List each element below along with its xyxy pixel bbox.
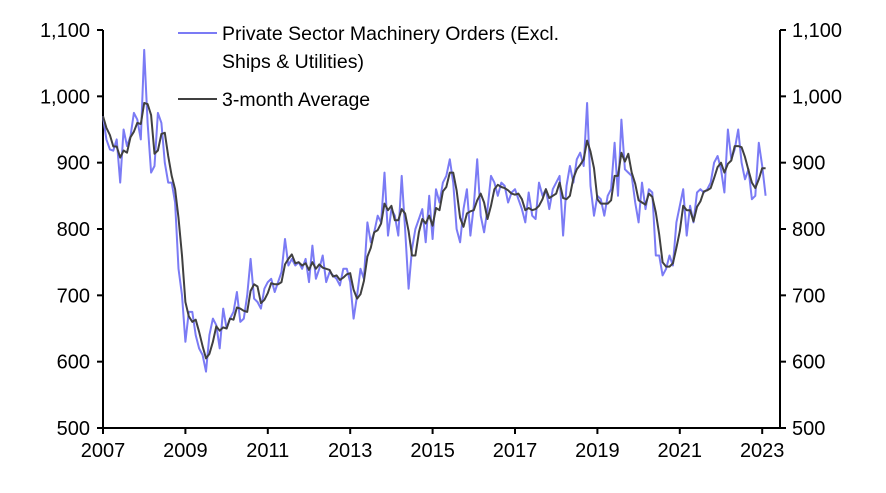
series-line-3-month-average [102,102,766,360]
legend-label-orders-line2: Ships & Utilities) [222,51,364,73]
x-tick-label: 2013 [328,440,373,462]
legend-label-orders-line1: Private Sector Machinery Orders (Excl. [222,23,559,45]
x-tick-label: 2017 [493,440,538,462]
left-y-tick-label: 700 [57,285,90,307]
left-y-tick-label: 1,000 [40,86,90,108]
x-tick-label: 2011 [246,440,289,462]
left-y-tick-label: 900 [57,153,90,175]
right-y-tick-label: 800 [792,219,825,241]
x-tick-label: 2021 [658,440,703,462]
right-y-tick-label: 1,100 [792,20,842,42]
x-tick-label: 2007 [81,440,126,462]
left-y-tick-label: 500 [57,418,90,440]
axes: 500 500 600 600 700 700 800 800 900 900 1,000 1,000… [40,20,842,462]
left-y-tick-label: 800 [57,219,90,241]
legend: Private Sector Machinery Orders (Excl. S… [178,23,559,111]
series-layer [102,48,767,373]
left-y-tick-label: 1,100 [40,20,90,42]
left-y-tick-label: 600 [57,352,90,374]
right-y-tick-label: 700 [792,285,825,307]
x-tick-label: 2015 [410,440,455,462]
x-tick-label: 2023 [740,440,785,462]
x-tick-label: 2009 [163,440,208,462]
right-y-tick-label: 1,000 [792,86,842,108]
right-y-tick-label: 600 [792,352,825,374]
x-tick-label: 2019 [575,440,620,462]
right-y-tick-label: 900 [792,153,825,175]
right-y-tick-label: 500 [792,418,825,440]
legend-label-average: 3-month Average [222,89,370,111]
